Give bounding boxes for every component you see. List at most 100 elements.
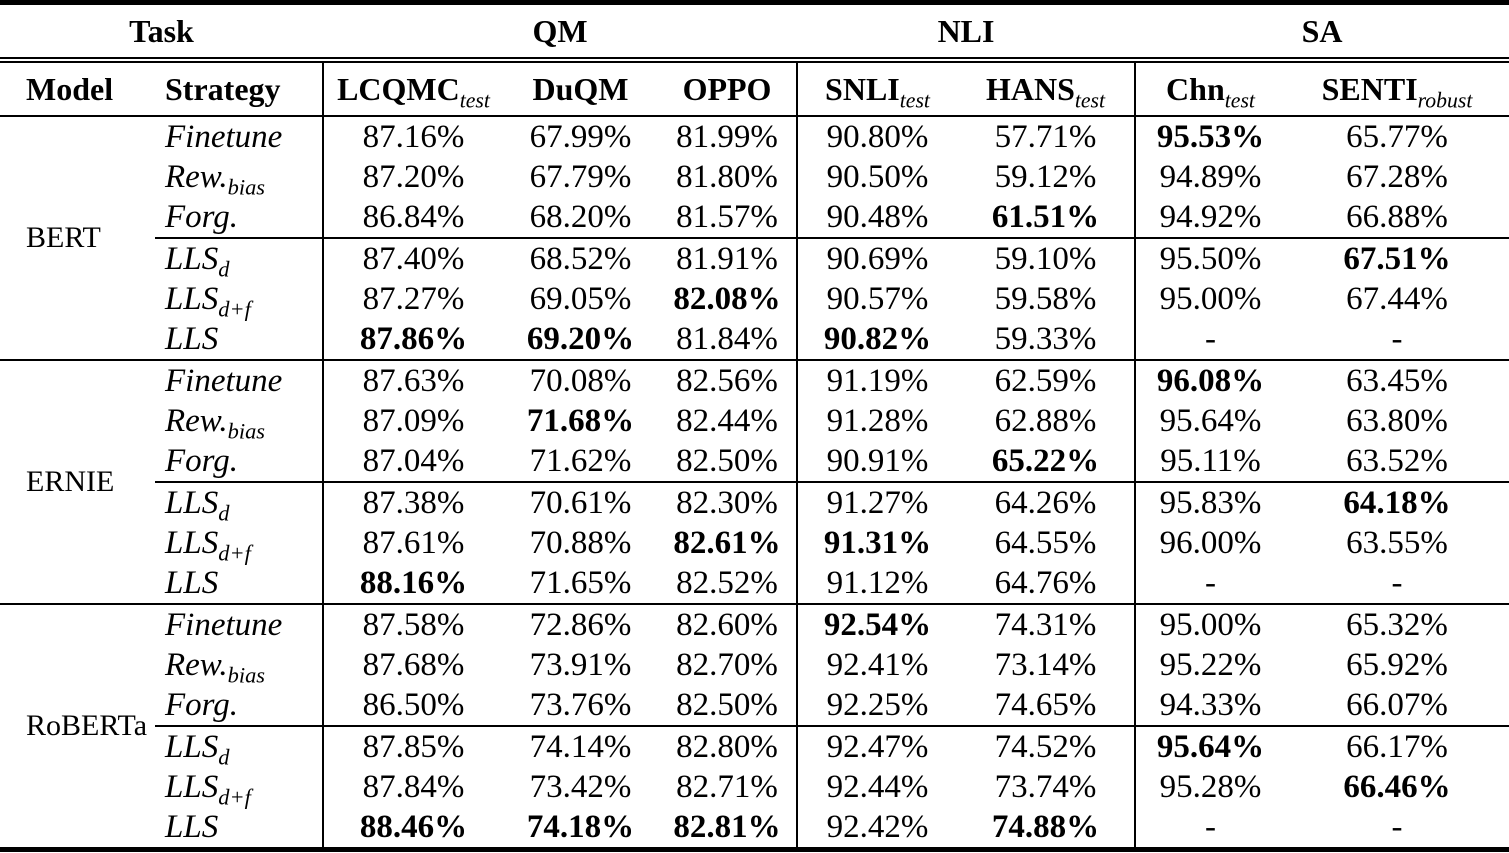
- value-cell: 87.63%: [323, 359, 503, 401]
- value-cell: -: [1391, 808, 1403, 845]
- value-cell: 68.52%: [503, 237, 658, 279]
- value-cell: 95.64%: [1135, 725, 1286, 767]
- value-cell: 73.74%: [957, 767, 1137, 807]
- value-cell: 73.91%: [529, 646, 632, 683]
- value-cell: 96.08%: [1135, 359, 1286, 401]
- value-cell: 90.50%: [826, 158, 929, 195]
- value-cell: 70.08%: [503, 359, 658, 401]
- value-cell: 87.61%: [362, 524, 465, 561]
- value-cell: 91.27%: [797, 481, 958, 523]
- value-cell: 82.44%: [658, 401, 799, 441]
- table-row: Rew.bias 87.20% 67.79% 81.80% 90.50% 59.12% 94…: [0, 157, 1509, 198]
- header-oppo: OPPO: [658, 60, 799, 117]
- strategy-label: LLS: [155, 319, 324, 360]
- strategy-label: LLSd+f: [155, 279, 324, 320]
- strategy-label: LLS: [155, 563, 324, 604]
- value-cell: 65.77%: [1346, 118, 1448, 155]
- value-cell: 92.25%: [826, 686, 929, 723]
- value-cell: 95.50%: [1135, 237, 1286, 279]
- strategy-label: Finetune: [155, 359, 324, 401]
- value-cell: 81.99%: [658, 116, 799, 157]
- value-cell: 74.18%: [526, 808, 635, 845]
- value-cell: 82.30%: [658, 481, 799, 523]
- value-cell: 62.88%: [957, 401, 1137, 441]
- value-cell: 65.92%: [1346, 646, 1448, 683]
- header-senti: SENTIrobust: [1285, 60, 1509, 117]
- value-cell: 95.28%: [1159, 768, 1262, 805]
- value-cell: 91.28%: [826, 402, 929, 439]
- value-cell: 94.89%: [1159, 158, 1262, 195]
- value-cell: 64.18%: [1285, 481, 1509, 523]
- value-cell: 91.19%: [797, 359, 958, 401]
- header-model: Model: [0, 60, 155, 117]
- table-row: LLSd+f 87.27% 69.05% 82.08% 90.57% 59.58% 95.0…: [0, 279, 1509, 320]
- value-cell: 81.84%: [658, 319, 799, 360]
- value-cell: 59.10%: [957, 237, 1137, 279]
- value-cell: 81.57%: [658, 197, 799, 238]
- value-cell: -: [1205, 320, 1217, 357]
- value-cell: 67.79%: [529, 158, 632, 195]
- strategy-label: Rew.bias: [155, 157, 324, 198]
- value-cell: -: [1391, 564, 1403, 601]
- table-row: LLS 87.86% 69.20% 81.84% 90.82% 59.33% - -: [0, 319, 1509, 360]
- header-strategy: Strategy: [155, 60, 324, 117]
- value-cell: 86.50%: [362, 686, 465, 723]
- value-cell: 69.05%: [529, 280, 632, 317]
- header-duqm: DuQM: [503, 60, 658, 117]
- value-cell: 70.61%: [503, 481, 658, 523]
- value-cell: 82.50%: [658, 441, 799, 482]
- strategy-label: Finetune: [155, 116, 324, 157]
- header-nli: NLI: [797, 2, 1136, 63]
- value-cell: 95.64%: [1159, 402, 1262, 439]
- value-cell: 82.80%: [658, 725, 799, 767]
- value-cell: 71.65%: [529, 564, 632, 601]
- strategy-label: Rew.bias: [155, 645, 324, 686]
- value-cell: 63.55%: [1346, 524, 1448, 561]
- value-cell: 87.09%: [362, 402, 465, 439]
- value-cell: 59.33%: [957, 319, 1137, 360]
- value-cell: 87.04%: [362, 442, 465, 479]
- value-cell: 63.52%: [1346, 442, 1448, 479]
- table-row: LLSd 87.85% 74.14% 82.80% 92.47% 74.52% 95.64%…: [0, 725, 1509, 768]
- value-cell: 87.58%: [323, 603, 503, 645]
- value-cell: 74.52%: [957, 725, 1137, 767]
- value-cell: 82.08%: [658, 279, 799, 319]
- value-cell: 64.76%: [957, 563, 1137, 604]
- value-cell: 67.51%: [1285, 237, 1509, 279]
- value-cell: 95.00%: [1135, 603, 1286, 645]
- strategy-label: LLSd: [155, 237, 324, 280]
- value-cell: 63.80%: [1346, 402, 1448, 439]
- value-cell: 94.33%: [1159, 686, 1262, 723]
- value-cell: 81.80%: [658, 157, 799, 197]
- strategy-label: LLS: [155, 807, 324, 850]
- table-row: Rew.bias 87.09% 71.68% 82.44% 91.28% 62.88% 95…: [0, 401, 1509, 442]
- value-cell: 67.99%: [529, 118, 632, 155]
- value-cell: 70.88%: [529, 524, 632, 561]
- table-row: Rew.bias 87.68% 73.91% 82.70% 92.41% 73.14% 95…: [0, 645, 1509, 686]
- table-row: LLSd+f 87.84% 73.42% 82.71% 92.44% 73.74% 95.2…: [0, 767, 1509, 808]
- value-cell: 95.53%: [1156, 118, 1265, 155]
- header-qm: QM: [323, 2, 798, 63]
- value-cell: 87.27%: [362, 280, 465, 317]
- value-cell: 66.88%: [1346, 198, 1448, 235]
- value-cell: -: [1205, 564, 1217, 601]
- value-cell: 64.26%: [957, 481, 1137, 523]
- value-cell: 64.55%: [957, 523, 1137, 563]
- strategy-label: Forg.: [155, 197, 324, 238]
- value-cell: 68.20%: [529, 198, 632, 235]
- value-cell: 91.31%: [823, 524, 932, 561]
- value-cell: 94.92%: [1159, 198, 1262, 235]
- table-row: LLS 88.16% 71.65% 82.52% 91.12% 64.76% - -: [0, 563, 1509, 604]
- value-cell: 82.60%: [658, 603, 799, 645]
- table-row: LLSd 87.38% 70.61% 82.30% 91.27% 64.26% 95.83%…: [0, 481, 1509, 524]
- results-body: BERT Finetune 87.16% 67.99% 81.99% 90.80% 57.7…: [0, 116, 1509, 850]
- value-cell: 95.11%: [1160, 442, 1261, 479]
- value-cell: 87.16%: [362, 118, 465, 155]
- strategy-label: LLSd+f: [155, 523, 324, 564]
- value-cell: 90.80%: [826, 118, 929, 155]
- value-cell: 92.44%: [826, 768, 929, 805]
- value-cell: 73.76%: [529, 686, 632, 723]
- value-cell: 90.48%: [826, 198, 929, 235]
- value-cell: 66.07%: [1346, 686, 1448, 723]
